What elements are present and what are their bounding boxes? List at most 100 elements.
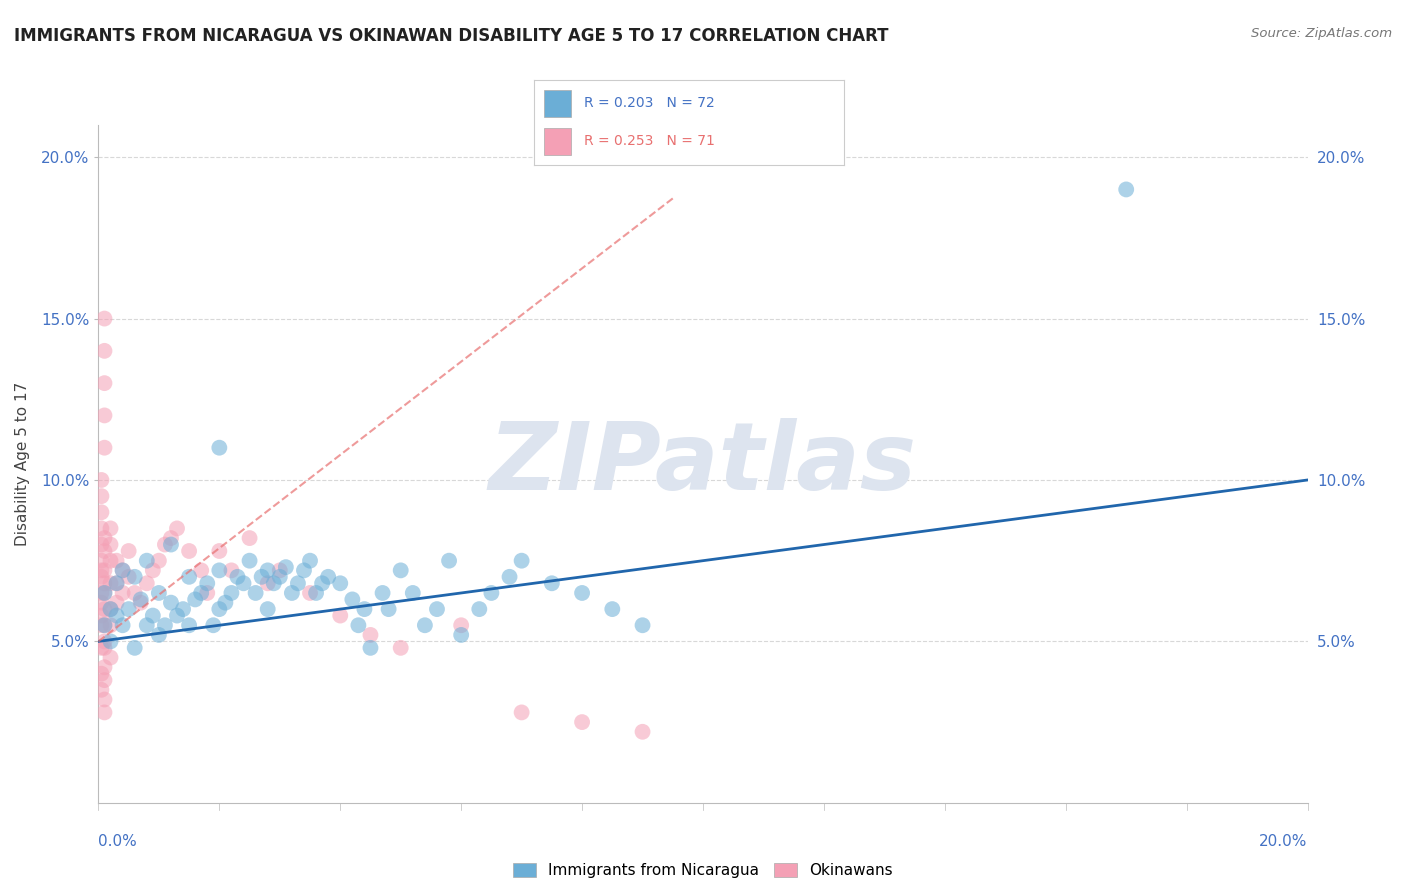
Point — [118, 602, 141, 616]
Point — [90, 521, 112, 535]
Point — [413, 618, 436, 632]
Point — [450, 628, 472, 642]
Point — [93, 673, 115, 687]
Point — [377, 602, 399, 616]
Point — [166, 521, 188, 535]
FancyBboxPatch shape — [544, 128, 571, 155]
Text: ZIPatlas: ZIPatlas — [489, 417, 917, 510]
Legend: Immigrants from Nicaragua, Okinawans: Immigrants from Nicaragua, Okinawans — [506, 857, 900, 884]
Point — [160, 531, 183, 545]
Point — [93, 409, 115, 423]
Point — [172, 602, 194, 616]
Point — [631, 618, 654, 632]
Point — [214, 596, 236, 610]
Point — [93, 576, 115, 591]
Point — [148, 554, 170, 568]
Point — [93, 634, 115, 648]
Point — [208, 563, 231, 577]
Point — [93, 602, 115, 616]
Point — [195, 586, 218, 600]
Point — [135, 618, 157, 632]
Point — [299, 586, 322, 600]
Point — [124, 586, 146, 600]
Point — [256, 563, 278, 577]
Point — [437, 554, 460, 568]
Point — [208, 441, 231, 455]
Point — [190, 563, 212, 577]
Text: 0.0%: 0.0% — [98, 834, 138, 849]
Point — [353, 602, 375, 616]
Point — [100, 602, 122, 616]
Point — [93, 586, 115, 600]
Point — [239, 531, 262, 545]
Point — [111, 563, 134, 577]
Point — [571, 715, 593, 730]
Text: IMMIGRANTS FROM NICARAGUA VS OKINAWAN DISABILITY AGE 5 TO 17 CORRELATION CHART: IMMIGRANTS FROM NICARAGUA VS OKINAWAN DI… — [14, 27, 889, 45]
Point — [208, 544, 231, 558]
Point — [93, 618, 115, 632]
Point — [226, 570, 249, 584]
Point — [299, 554, 322, 568]
Point — [118, 570, 141, 584]
Point — [93, 441, 115, 455]
Point — [250, 570, 273, 584]
Point — [111, 618, 134, 632]
Point — [100, 554, 122, 568]
Point — [93, 544, 115, 558]
Point — [93, 706, 115, 720]
Point — [105, 596, 128, 610]
Point — [281, 586, 304, 600]
Point — [124, 640, 146, 655]
Point — [208, 602, 231, 616]
FancyBboxPatch shape — [544, 89, 571, 117]
Point — [510, 554, 533, 568]
Point — [90, 666, 112, 681]
Text: Source: ZipAtlas.com: Source: ZipAtlas.com — [1251, 27, 1392, 40]
Text: 20.0%: 20.0% — [1260, 834, 1308, 849]
Point — [221, 586, 243, 600]
Point — [571, 586, 593, 600]
Point — [93, 311, 115, 326]
Point — [311, 576, 333, 591]
Point — [329, 576, 352, 591]
Point — [90, 554, 112, 568]
Point — [160, 596, 183, 610]
Point — [90, 618, 112, 632]
Point — [263, 576, 285, 591]
Point — [124, 570, 146, 584]
Point — [179, 618, 201, 632]
Point — [105, 576, 128, 591]
Point — [342, 592, 364, 607]
Point — [142, 608, 165, 623]
Point — [184, 592, 207, 607]
Point — [360, 628, 382, 642]
Point — [195, 576, 218, 591]
Point — [93, 376, 115, 391]
Point — [148, 586, 170, 600]
Point — [450, 618, 472, 632]
Point — [274, 560, 297, 574]
Point — [90, 640, 112, 655]
Point — [179, 544, 201, 558]
Point — [468, 602, 491, 616]
Point — [90, 682, 112, 697]
Point — [93, 660, 115, 674]
Point — [148, 628, 170, 642]
Point — [105, 608, 128, 623]
Point — [100, 576, 122, 591]
Point — [202, 618, 225, 632]
Point — [190, 586, 212, 600]
Point — [245, 586, 267, 600]
Point — [90, 537, 112, 551]
Point — [93, 640, 115, 655]
Point — [142, 563, 165, 577]
Point — [111, 563, 134, 577]
Point — [166, 608, 188, 623]
Point — [100, 634, 122, 648]
Point — [316, 570, 339, 584]
Point — [602, 602, 624, 616]
Point — [90, 596, 112, 610]
Point — [90, 570, 112, 584]
Point — [93, 586, 115, 600]
Point — [389, 640, 412, 655]
